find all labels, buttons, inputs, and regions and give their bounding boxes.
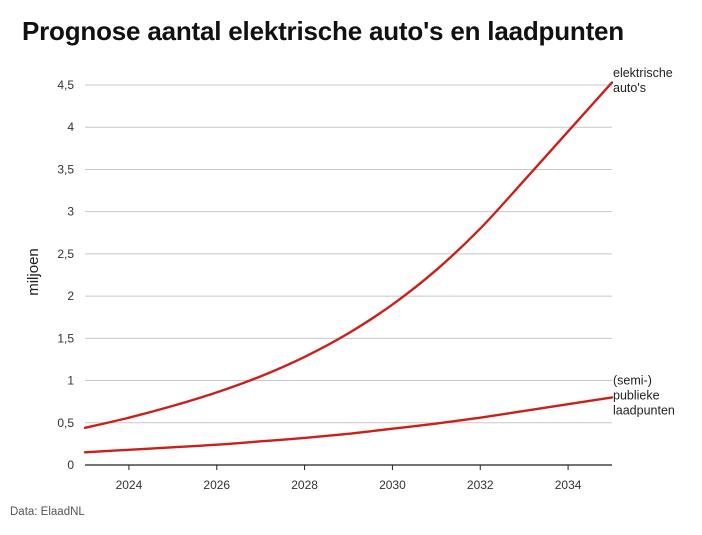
- x-tick-label: 2032: [467, 478, 494, 492]
- y-tick-label: 3: [67, 205, 74, 219]
- y-tick-label: 2,5: [57, 247, 74, 261]
- series-line-elektrische-autos: [83, 81, 614, 430]
- y-tick-label: 2: [67, 289, 74, 303]
- y-tick-label: 4: [67, 120, 74, 134]
- y-axis-label: miljoen: [25, 248, 42, 296]
- gridlines: [85, 84, 612, 466]
- x-tick-label: 2024: [116, 478, 143, 492]
- y-tick-label: 0: [67, 458, 74, 472]
- x-axis-ticks: 2024 2026 2028 2030 2032 2034: [116, 465, 582, 492]
- x-tick-label: 2026: [203, 478, 230, 492]
- series-label-line: (semi-): [613, 373, 652, 387]
- y-tick-label: 1,5: [57, 331, 74, 345]
- x-tick-label: 2034: [555, 478, 582, 492]
- y-tick-label: 3,5: [57, 162, 74, 176]
- series-label-publieke-laadpunten: (semi-) publieke laadpunten: [613, 373, 675, 417]
- x-tick-label: 2028: [291, 478, 318, 492]
- series-label-line: laadpunten: [613, 403, 675, 417]
- y-tick-label: 4,5: [57, 78, 74, 92]
- chart-title: Prognose aantal elektrische auto's en la…: [22, 16, 624, 46]
- series-label-line: publieke: [613, 388, 660, 402]
- series-lines: [83, 81, 614, 454]
- series-label-line: auto's: [613, 81, 646, 95]
- series-label-line: elektrische: [613, 66, 673, 80]
- source-note: Data: ElaadNL: [10, 506, 85, 518]
- series-line-publieke-laadpunten: [83, 396, 614, 454]
- y-tick-label: 1: [67, 374, 74, 388]
- x-tick-label: 2030: [379, 478, 406, 492]
- y-tick-label: 0,5: [57, 416, 74, 430]
- series-label-elektrische-autos: elektrische auto's: [613, 66, 673, 95]
- series-labels: elektrische auto's (semi-) publieke laadpunt…: [613, 66, 675, 417]
- y-axis-ticks: 0 0,5 1 1,5 2 2,5 3 3,5 4 4,5: [57, 78, 74, 472]
